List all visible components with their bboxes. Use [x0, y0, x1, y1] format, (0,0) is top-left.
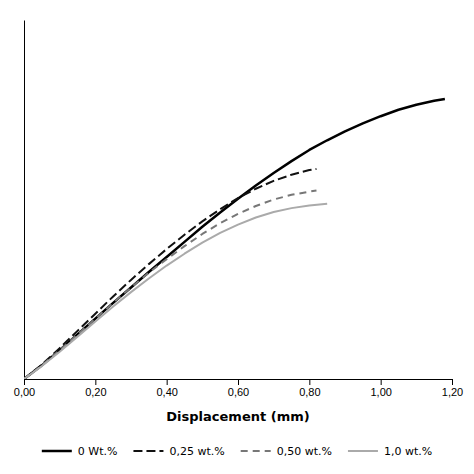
- x-tick: 0,00: [14, 379, 35, 398]
- plot: 0,00 0,20 0,40 0,60 0,80 1,00 1,20 Displacement…: [14, 21, 463, 425]
- chart: 0,00 0,20 0,40 0,60 0,80 1,00 1,20 Displacement…: [0, 0, 474, 474]
- x-tick-mark: [238, 379, 239, 385]
- x-tick-label: 1,00: [370, 386, 391, 398]
- x-tick-mark: [309, 379, 310, 385]
- legend-swatch: [42, 450, 72, 453]
- series-line: [24, 191, 316, 379]
- legend-item: 1,0 wt.%: [348, 445, 432, 458]
- legend-swatch: [348, 450, 378, 452]
- x-tick: 0,60: [228, 379, 249, 398]
- x-tick-mark: [381, 379, 382, 385]
- x-tick-label: 0,60: [228, 386, 249, 398]
- x-tick-mark: [95, 379, 96, 385]
- legend-label: 1,0 wt.%: [384, 445, 432, 458]
- x-tick-label: 0,00: [14, 386, 35, 398]
- legend-item: 0,50 wt.%: [241, 445, 332, 458]
- y-axis: [24, 21, 25, 380]
- series-line: [24, 204, 327, 379]
- legend-item: 0,25 wt.%: [133, 445, 224, 458]
- x-tick: 1,00: [370, 379, 391, 398]
- x-axis-line: [25, 380, 453, 386]
- x-tick-mark: [24, 379, 25, 385]
- x-tick: 0,20: [85, 379, 106, 398]
- x-tick-mark: [167, 379, 168, 385]
- x-axis-title: Displacement (mm): [166, 409, 309, 424]
- x-tick-mark: [452, 379, 453, 385]
- x-tick-label: 0,40: [156, 386, 177, 398]
- x-tick-label: 0,80: [299, 386, 320, 398]
- legend-label: 0,50 wt.%: [277, 445, 332, 458]
- x-tick-label: 1,20: [442, 386, 463, 398]
- legend-item: 0 Wt.%: [42, 445, 118, 458]
- y-axis-line: [24, 21, 25, 380]
- x-tick: 0,40: [156, 379, 177, 398]
- legend: 0 Wt.% 0,25 wt.% 0,50 wt.% 1,0 wt.%: [42, 445, 432, 458]
- legend-swatch: [133, 450, 163, 452]
- series-line: [24, 169, 316, 379]
- legend-swatch: [241, 450, 271, 452]
- x-tick-label: 0,20: [85, 386, 106, 398]
- x-axis: 0,00 0,20 0,40 0,60 0,80 1,00 1,20: [14, 379, 463, 398]
- legend-label: 0,25 wt.%: [169, 445, 224, 458]
- lines: [24, 99, 445, 379]
- x-tick: 0,80: [299, 379, 320, 398]
- x-tick: 1,20: [442, 379, 463, 398]
- series-line: [24, 99, 445, 379]
- legend-label: 0 Wt.%: [78, 445, 118, 458]
